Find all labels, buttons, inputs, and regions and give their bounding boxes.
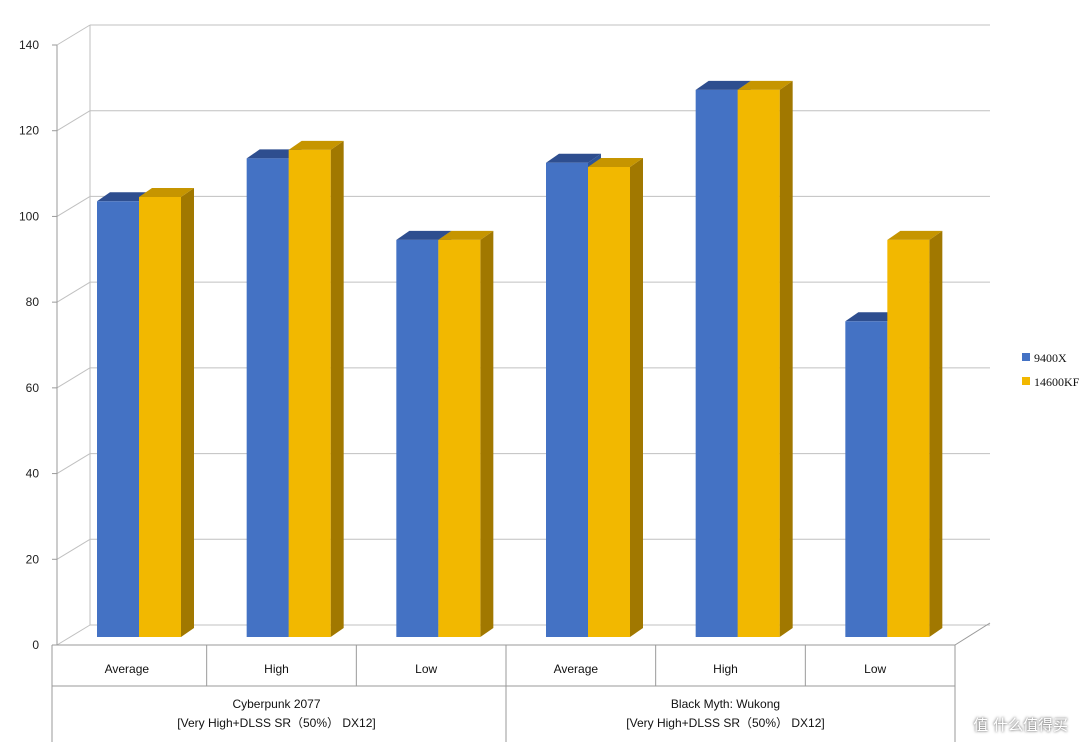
bar-front bbox=[695, 89, 738, 638]
bar-top bbox=[139, 188, 194, 197]
bar-top bbox=[438, 230, 494, 240]
y-tick-label: 100 bbox=[19, 209, 39, 223]
bar-top bbox=[695, 80, 751, 90]
bar-side bbox=[181, 188, 194, 637]
group-subtitle: [Very High+DLSS SR（50%） DX12] bbox=[626, 716, 824, 730]
category-label: Low bbox=[864, 662, 886, 676]
legend-label: 9400X bbox=[1034, 351, 1067, 365]
y-tick-label: 0 bbox=[32, 638, 39, 652]
gridline-side bbox=[56, 624, 91, 646]
legend: 9400X 14600KF bbox=[1022, 351, 1080, 389]
group-label: Black Myth: Wukong bbox=[671, 697, 780, 711]
bar bbox=[588, 158, 643, 637]
gridline-side bbox=[56, 453, 91, 474]
group-subtitle: [Very High+DLSS SR（50%） DX12] bbox=[177, 716, 375, 730]
y-tick-label: 80 bbox=[26, 295, 40, 309]
category-label: Average bbox=[554, 662, 599, 676]
bar bbox=[737, 80, 793, 638]
bar-front bbox=[887, 239, 930, 637]
bar-front bbox=[438, 239, 481, 637]
bars bbox=[97, 80, 943, 638]
bar-side bbox=[630, 158, 643, 637]
category-label: High bbox=[713, 662, 738, 676]
category-label: Low bbox=[415, 662, 437, 676]
gridline-side bbox=[56, 24, 91, 46]
bar-top bbox=[246, 149, 302, 159]
group-label: Cyberpunk 2077 bbox=[232, 697, 320, 711]
bar bbox=[288, 140, 344, 637]
bar-front bbox=[139, 197, 181, 637]
bar-front bbox=[288, 149, 331, 637]
y-tick-label: 20 bbox=[26, 552, 40, 566]
bar-front bbox=[588, 167, 630, 637]
bar bbox=[438, 230, 494, 637]
bar-side bbox=[330, 140, 344, 637]
bar-front bbox=[97, 201, 139, 638]
gridline-side bbox=[56, 367, 91, 389]
bar-front bbox=[246, 158, 289, 637]
category-axis: Average High Low Average High Low Cyberpunk 20… bbox=[51, 645, 956, 742]
gridline-side bbox=[56, 196, 91, 217]
bar-side bbox=[480, 230, 494, 637]
category-label: High bbox=[264, 662, 289, 676]
legend-label: 14600KF bbox=[1034, 375, 1080, 389]
bar-top bbox=[845, 312, 901, 322]
gridline-side bbox=[56, 281, 91, 303]
floor-right-edge bbox=[954, 622, 991, 646]
bar bbox=[139, 188, 194, 637]
watermark-logo: 值 什么值得买 bbox=[973, 716, 1068, 734]
bar-top bbox=[887, 230, 943, 240]
bar bbox=[887, 230, 943, 637]
legend-swatch bbox=[1022, 377, 1030, 385]
bar-front bbox=[546, 162, 588, 637]
y-tick-label: 40 bbox=[26, 467, 40, 481]
y-tick-label: 60 bbox=[26, 381, 40, 395]
gridline-side bbox=[56, 538, 91, 560]
bar-top bbox=[588, 158, 643, 167]
bar-front bbox=[737, 89, 780, 638]
y-tick-label: 140 bbox=[19, 38, 39, 52]
gridline-side bbox=[56, 110, 91, 132]
bar-front bbox=[845, 321, 888, 637]
bar-front bbox=[396, 239, 439, 637]
bar-top bbox=[396, 230, 452, 240]
category-label: Average bbox=[105, 662, 150, 676]
bar-side bbox=[779, 80, 793, 638]
y-axis: 0 20 40 60 80 100 120 140 bbox=[19, 38, 58, 652]
bar-top bbox=[288, 140, 344, 150]
legend-swatch bbox=[1022, 353, 1030, 361]
y-tick-label: 120 bbox=[19, 124, 39, 138]
bar-side bbox=[929, 230, 943, 637]
bar-top bbox=[737, 80, 793, 90]
bar-top bbox=[546, 153, 601, 163]
bar-top bbox=[97, 192, 152, 202]
